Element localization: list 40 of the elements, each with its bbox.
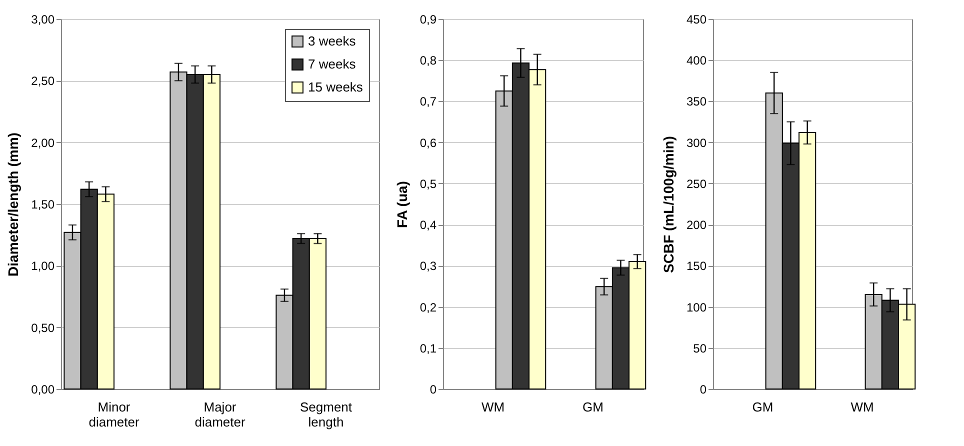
y-tick-label: 3,00 [31,12,55,26]
y-tick-label: 400 [686,54,707,68]
x-tick-label: WM [481,400,505,414]
y-tick-label: 0,50 [31,320,55,335]
y-tick-label: 0,4 [420,218,437,232]
y-tick-label: 2,00 [31,136,55,150]
y-tick-label: 0,2 [420,300,437,314]
y-tick-label: 50 [693,341,707,356]
y-axis-title: Diameter/length (mm) [5,132,22,276]
y-axis-title: FA (ua) [394,181,410,228]
x-tick-label: GM [752,400,774,414]
y-tick-label: 250 [686,176,707,191]
y-tick-label: 0,7 [420,94,437,109]
y-tick-label: 0 [700,382,707,396]
x-tick-label: Segment length [300,400,352,430]
y-tick-label: 2,50 [31,74,55,88]
x-tick-label: Major diameter [194,400,246,430]
x-tick-label: WM [850,400,874,414]
y-tick-label: 300 [686,136,707,150]
legend-label: 7 weeks [308,56,356,72]
x-tick-label: GM [582,400,604,414]
y-tick-label: 0,3 [420,259,437,274]
y-tick-label: 0,8 [420,54,437,68]
y-tick-label: 1,00 [31,259,55,274]
y-tick-label: 200 [686,218,707,232]
y-axis-title: SCBF (mL/100g/min) [660,136,676,273]
y-tick-label: 0,9 [420,12,437,26]
legend-label: 3 weeks [308,34,356,48]
y-tick-label: 0 [430,382,437,396]
y-tick-label: 150 [686,259,707,274]
y-tick-label: 100 [686,300,707,314]
y-tick-label: 350 [686,94,707,109]
y-tick-label: 0,1 [420,341,437,356]
y-tick-label: 0,6 [420,136,437,150]
y-tick-label: 1,50 [31,198,55,212]
legend-label: 15 weeks [308,80,364,94]
y-tick-label: 0,00 [31,382,55,396]
y-tick-label: 450 [686,12,707,26]
y-tick-label: 0,5 [420,176,437,191]
x-tick-label: Minor diameter [88,400,140,430]
